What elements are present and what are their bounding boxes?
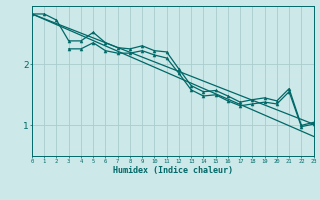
- X-axis label: Humidex (Indice chaleur): Humidex (Indice chaleur): [113, 166, 233, 175]
